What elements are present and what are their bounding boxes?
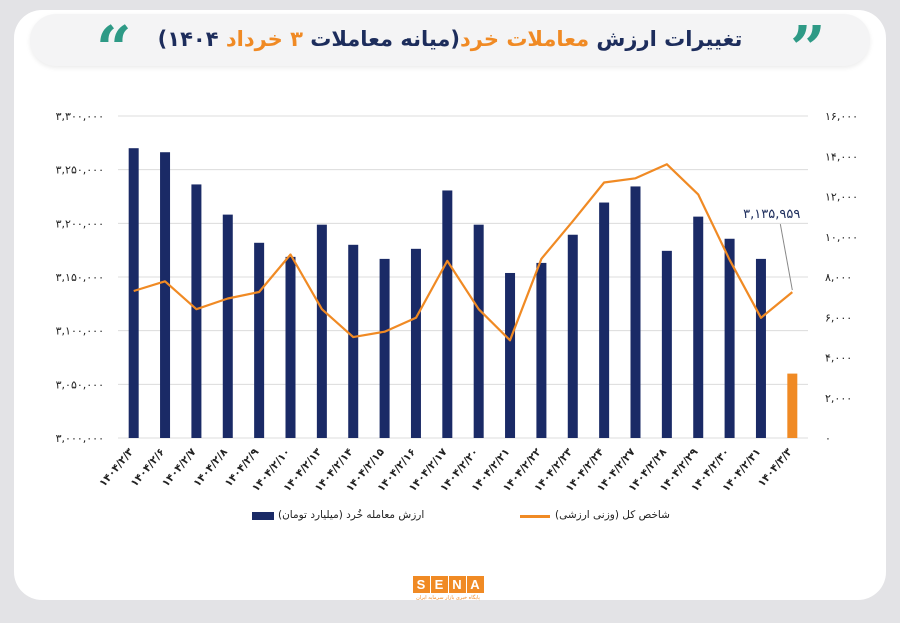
bar xyxy=(191,184,202,438)
annotation-leader xyxy=(779,223,793,291)
annotation-label: ۳,۱۳۵,۹۵۹ xyxy=(743,207,800,222)
bar xyxy=(379,258,390,438)
left-axis-tick-label: ۳,۱۵۰,۰۰۰ xyxy=(56,271,104,284)
bar xyxy=(630,186,641,438)
legend-bar-swatch xyxy=(252,512,274,520)
logo-letter: N xyxy=(448,576,466,593)
quote-left-icon: “ xyxy=(96,12,132,85)
title-banner: “ تغییرات ارزش معاملات خرد(میانه معاملات… xyxy=(30,14,870,80)
left-axis-tick-label: ۳,۲۵۰,۰۰۰ xyxy=(56,164,104,177)
bar xyxy=(599,202,610,438)
left-axis-tick-label: ۳,۲۰۰,۰۰۰ xyxy=(56,217,104,230)
bar xyxy=(787,373,798,438)
bar xyxy=(442,190,453,438)
right-axis-tick-label: ۶,۰۰۰ xyxy=(825,311,852,324)
chart-title: تغییرات ارزش معاملات خرد(میانه معاملات ۳… xyxy=(30,27,870,51)
legend-line-swatch xyxy=(520,515,550,518)
right-axis-tick-label: ۱۶,۰۰۰ xyxy=(825,110,858,123)
index-line xyxy=(133,163,793,342)
quote-right-icon: ” xyxy=(790,12,826,85)
right-axis-tick-label: ۸,۰۰۰ xyxy=(825,271,852,284)
bar xyxy=(724,238,735,438)
bar xyxy=(693,216,704,438)
logo-letter: E xyxy=(430,576,448,593)
bar xyxy=(348,244,359,438)
left-axis-tick-label: ۳,۰۰۰,۰۰۰ xyxy=(56,432,104,445)
title-part1: تغییرات ارزش xyxy=(589,27,743,51)
logo-subtitle: پایگاه خبری بازار سرمایه ایران xyxy=(416,595,480,601)
title-highlight1: معاملات خرد xyxy=(460,27,590,51)
right-axis-tick-label: ۴,۰۰۰ xyxy=(825,352,852,365)
bar xyxy=(410,248,421,438)
right-axis-tick-label: ۰ xyxy=(825,432,831,445)
legend-bar-label: ارزش معامله خُرد (میلیارد تومان) xyxy=(278,509,425,521)
right-axis-tick-label: ۱۴,۰۰۰ xyxy=(825,150,858,163)
left-axis-tick-label: ۳,۳۰۰,۰۰۰ xyxy=(56,110,104,123)
left-axis-tick-label: ۳,۰۵۰,۰۰۰ xyxy=(56,378,104,391)
title-part3: ۱۴۰۴) xyxy=(157,27,226,51)
bar xyxy=(505,272,516,438)
bar xyxy=(285,256,296,438)
legend-line-label: شاخص کل (وزنی ارزشی) xyxy=(555,509,670,521)
logo-letter: A xyxy=(466,576,484,593)
bar xyxy=(755,258,766,438)
bar xyxy=(567,234,578,438)
bar xyxy=(128,148,139,438)
left-axis-tick-label: ۳,۱۰۰,۰۰۰ xyxy=(56,325,104,338)
bar xyxy=(536,262,547,438)
title-part2: (میانه معاملات xyxy=(302,27,461,51)
title-highlight2: ۳ خرداد xyxy=(225,27,303,51)
logo-letter: S xyxy=(412,576,430,593)
bar xyxy=(473,224,484,438)
x-axis-tick-label: ۱۴۰۴/۳/۳ xyxy=(756,446,795,489)
right-axis-tick-label: ۱۲,۰۰۰ xyxy=(825,191,858,204)
bar xyxy=(160,152,171,438)
bar xyxy=(661,250,672,438)
sena-logo: S E N A پایگاه خبری بازار سرمایه ایران xyxy=(408,576,488,610)
bar xyxy=(254,242,265,438)
right-axis-tick-label: ۲,۰۰۰ xyxy=(825,392,852,405)
right-axis-tick-label: ۱۰,۰۰۰ xyxy=(825,231,858,244)
bar xyxy=(316,224,327,438)
bar xyxy=(222,214,233,438)
